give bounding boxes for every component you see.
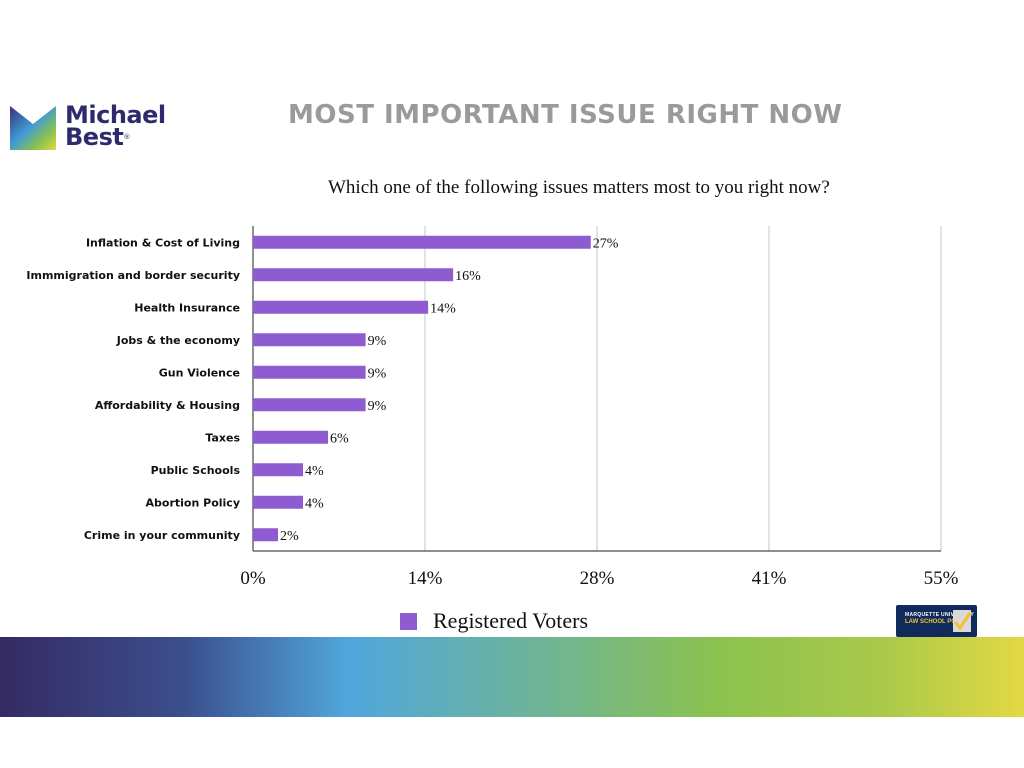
x-tick-label: 28% [580, 568, 615, 589]
marquette-law-school-poll-logo: MARQUETTE UNIVERSITY LAW SCHOOL POLL [896, 605, 977, 637]
bar-10 [253, 528, 279, 542]
data-label: 27% [593, 236, 619, 251]
category-label: Jobs & the economy [116, 334, 240, 347]
bar-3 [253, 300, 429, 314]
bar-5 [253, 365, 366, 379]
category-label: Abortion Policy [146, 496, 240, 509]
category-label: Immmigration and border security [26, 269, 240, 282]
bar-9 [253, 495, 304, 509]
x-tick-label: 55% [924, 568, 959, 589]
data-label: 9% [368, 399, 387, 414]
data-label: 16% [455, 269, 481, 284]
data-label: 4% [305, 464, 324, 479]
logo-line-1: Michael [65, 101, 166, 129]
data-label: 9% [368, 366, 387, 381]
x-tick-label: 14% [408, 568, 443, 589]
category-label: Health Insurance [134, 301, 240, 314]
x-tick-label: 41% [752, 568, 787, 589]
x-tick-label: 0% [240, 568, 266, 589]
logo-trademark: ® [123, 133, 130, 141]
bar-1 [253, 235, 591, 249]
data-label: 9% [368, 334, 387, 349]
bar-8 [253, 463, 304, 477]
footer-gradient-band [0, 637, 1024, 717]
checkmark-icon [953, 610, 972, 632]
logo-line-2: Best® [65, 123, 166, 151]
bar-6 [253, 398, 366, 412]
partner-logo-line-1: MARQUETTE UNIVERSITY [905, 612, 975, 618]
legend-label: Registered Voters [433, 608, 588, 633]
bar-2 [253, 268, 454, 282]
category-label: Crime in your community [84, 529, 240, 542]
bar-chart: 0% 14% 28% 41% 55% Inflation & Cost of Living… [26, 226, 959, 589]
data-label: 14% [430, 301, 456, 316]
category-label: Taxes [205, 431, 240, 444]
page-title: MOST IMPORTANT ISSUE RIGHT NOW [288, 100, 843, 130]
logo-line-2-text: Best [65, 123, 124, 151]
logo-wordmark: Michael Best® [65, 101, 166, 151]
chart-subtitle: Which one of the following issues matter… [328, 177, 830, 198]
michael-best-logo-mark-icon [10, 106, 56, 150]
category-label: Public Schools [151, 464, 241, 477]
bar-7 [253, 430, 329, 444]
partner-logo-line-2: LAW SCHOOL POLL [905, 619, 964, 625]
category-label: Inflation & Cost of Living [86, 236, 240, 249]
data-label: 6% [330, 431, 349, 446]
data-label: 4% [305, 496, 324, 511]
data-label: 2% [280, 529, 299, 544]
legend-swatch [400, 613, 417, 630]
bar-4 [253, 333, 366, 347]
category-label: Gun Violence [159, 366, 240, 379]
michael-best-logo: Michael Best® [10, 101, 180, 156]
category-label: Affordability & Housing [95, 399, 240, 412]
